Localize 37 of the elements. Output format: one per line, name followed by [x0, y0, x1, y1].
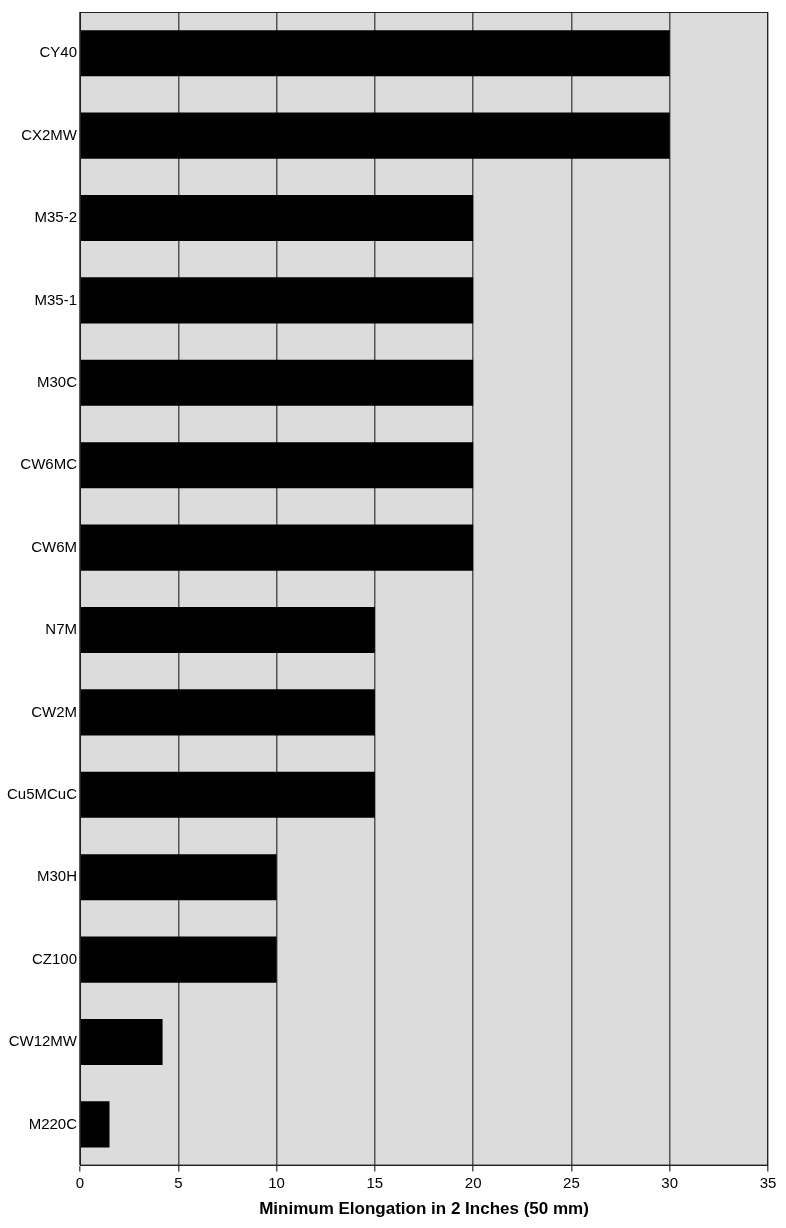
y-tick-label: M35-1 — [34, 290, 78, 308]
bar — [80, 277, 474, 324]
y-tick-label: CW6MC — [20, 455, 78, 473]
y-tick-label: CZ100 — [31, 949, 78, 967]
x-tick-label: 0 — [75, 1173, 85, 1191]
y-tick-label: N7M — [45, 620, 78, 638]
x-tick-label: 15 — [366, 1173, 384, 1191]
y-tick-label: M220C — [28, 1114, 78, 1132]
bar — [80, 30, 670, 77]
y-tick-label: M35-2 — [34, 208, 78, 226]
bar — [80, 1018, 163, 1066]
bar — [80, 1101, 110, 1148]
x-tick-label: 35 — [759, 1173, 777, 1191]
x-tick-label: 10 — [268, 1173, 285, 1191]
bar — [80, 606, 375, 654]
bar — [80, 854, 277, 901]
y-tick-label: M30C — [37, 372, 78, 390]
bar — [80, 524, 474, 571]
x-tick-label: 5 — [174, 1173, 183, 1191]
y-tick-label: Cu5MCuC — [6, 784, 78, 802]
y-tick-label: M30H — [37, 867, 78, 885]
y-tick-label: CW12MW — [8, 1032, 78, 1050]
bar — [80, 771, 375, 818]
x-tick-label: 20 — [464, 1173, 482, 1191]
bar — [80, 194, 474, 242]
y-tick-label: CW6M — [31, 537, 78, 555]
x-axis-title: Minimum Elongation in 2 Inches (50 mm) — [259, 1199, 589, 1219]
y-tick-label: CY40 — [39, 43, 78, 61]
x-tick-label: 30 — [661, 1173, 679, 1191]
bar — [80, 359, 474, 406]
bar — [80, 112, 670, 159]
bar — [80, 689, 375, 736]
bar — [80, 936, 277, 983]
x-tick-label: 25 — [563, 1173, 580, 1191]
y-tick-label: CW2M — [31, 702, 78, 720]
bar — [80, 442, 474, 489]
y-tick-label: CX2MW — [21, 125, 78, 143]
